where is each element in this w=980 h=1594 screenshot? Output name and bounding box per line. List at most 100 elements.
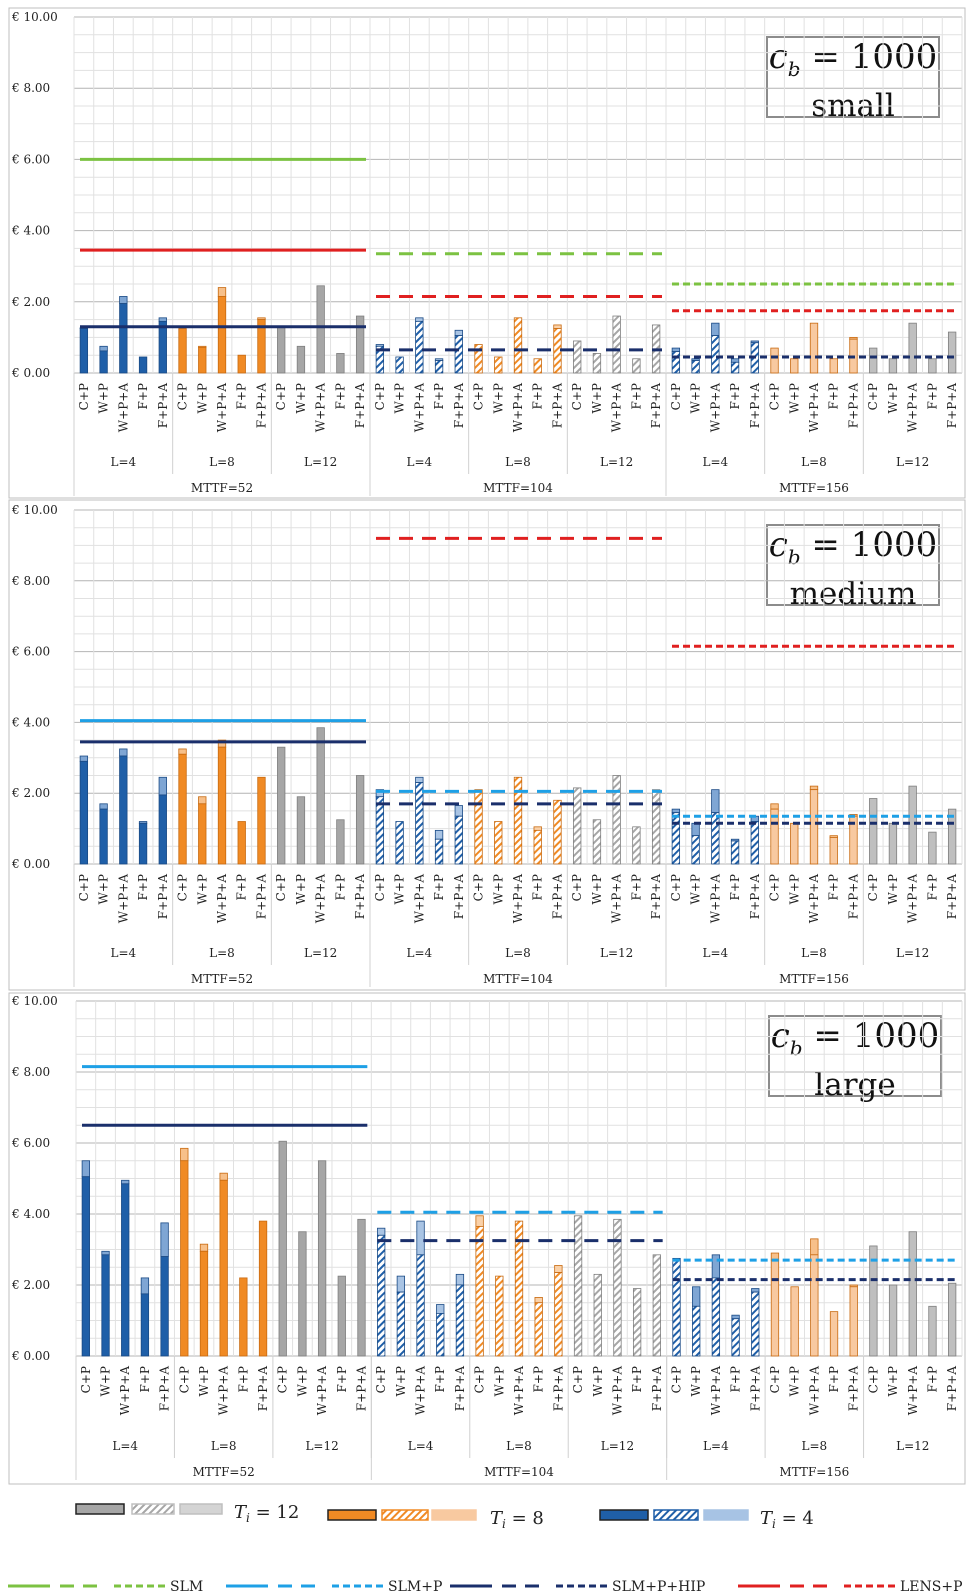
config-tick-label: W+P (787, 874, 801, 904)
config-tick-label: F+P+A (550, 874, 564, 920)
l-group-label: L=4 (702, 455, 728, 469)
bar (888, 1284, 898, 1357)
bar (395, 356, 404, 374)
bar (730, 840, 740, 865)
config-tick-label: W+P (195, 874, 209, 904)
config-tick-label: F+P (136, 383, 150, 409)
bar (219, 1179, 228, 1357)
config-tick-label: F+P (335, 1366, 349, 1392)
config-tick-label: F+P (925, 383, 939, 409)
config-tick-label: W+P+A (511, 383, 525, 433)
config-tick-label: F+P+A (156, 383, 170, 429)
config-tick-label: W+P (689, 1366, 703, 1396)
bar (692, 1305, 701, 1357)
l-group-label: L=4 (406, 946, 432, 960)
mttf-group-label: MTTF=52 (193, 1465, 255, 1479)
config-tick-label: C+P (570, 874, 584, 901)
config-tick-label: F+P+A (649, 874, 663, 920)
bar (257, 319, 266, 374)
config-tick-label: C+P (79, 1366, 93, 1393)
config-tick-label: C+P (274, 874, 288, 901)
legend-lensp-label: LENS+P (900, 1579, 963, 1594)
bar (377, 1234, 386, 1357)
bar (138, 822, 148, 865)
config-tick-label: F+P (236, 1366, 250, 1392)
bar-top-segment (415, 317, 424, 322)
l-group-label: L=4 (112, 1439, 138, 1453)
config-tick-label: W+P+A (414, 1366, 428, 1416)
bar (554, 1272, 563, 1357)
config-tick-label: F+P (531, 874, 545, 900)
bar (612, 775, 621, 865)
grid-layer (8, 7, 966, 1485)
l-group-label: L=4 (406, 455, 432, 469)
config-tick-label: F+P+A (748, 1366, 762, 1412)
y-tick-label: € 0.00 (11, 366, 50, 380)
bar-top-segment (533, 826, 542, 831)
config-tick-label: W+P+A (315, 1366, 329, 1416)
bar (770, 347, 779, 374)
bar-top-segment (180, 1147, 189, 1162)
mttf-group-label: MTTF=104 (483, 481, 553, 495)
config-tick-label: F+P (532, 1366, 546, 1392)
config-tick-label: W+P (97, 383, 111, 413)
y-tick-label: € 0.00 (11, 857, 50, 871)
l-group-label: L=12 (896, 1439, 929, 1453)
legend-ti12-hatched (131, 1503, 175, 1515)
l-group-label: L=4 (110, 946, 136, 960)
bar-top-segment (711, 789, 720, 814)
config-tick-label: W+P (197, 1366, 211, 1396)
bar (593, 1273, 602, 1357)
config-tick-label: W+P+A (610, 874, 624, 924)
config-tick-label: F+P (333, 383, 347, 409)
bar-top-segment (121, 1179, 130, 1185)
config-tick-label: F+P+A (945, 1366, 959, 1412)
l-group-label: L=8 (211, 1439, 237, 1453)
cb-label: cb = 1000 (768, 37, 938, 81)
config-tick-label: W+P (294, 383, 308, 413)
legend-slmp-label: SLM+P (388, 1579, 442, 1594)
mttf-group-label: MTTF=156 (779, 481, 849, 495)
bar (357, 1218, 366, 1357)
config-tick-label: F+P (925, 874, 939, 900)
config-tick-label: W+P (394, 1366, 408, 1396)
legend-ti8-label: Ti = 8 (490, 1508, 544, 1531)
y-tick-label: € 6.00 (11, 645, 50, 659)
bar (612, 315, 621, 374)
config-tick-label: W+P+A (807, 383, 821, 433)
bar (121, 1183, 130, 1357)
config-tick-label: C+P (77, 383, 91, 410)
y-tick-label: € 8.00 (11, 81, 50, 95)
config-tick-label: F+P+A (354, 1366, 368, 1412)
bar-top-segment (711, 322, 720, 337)
bar-top-segment (219, 1172, 228, 1181)
config-tick-label: C+P (670, 1366, 684, 1393)
y-tick-label: € 10.00 (11, 994, 58, 1008)
legend-slm-label: SLM (170, 1579, 203, 1594)
bar (534, 1302, 543, 1357)
bar-top-segment (396, 1275, 406, 1293)
bar (809, 322, 819, 374)
config-tick-label: W+P (294, 874, 308, 904)
config-tick-label: F+P (827, 1366, 841, 1392)
bar (138, 356, 148, 374)
config-tick-label: W+P+A (610, 383, 624, 433)
bar (474, 789, 483, 865)
y-tick-label: € 2.00 (11, 1278, 50, 1292)
bar (375, 796, 385, 865)
config-tick-label: F+P+A (649, 383, 663, 429)
bar (79, 328, 89, 374)
config-tick-label: W+P+A (709, 1366, 723, 1416)
y-tick-label: € 4.00 (11, 224, 50, 238)
config-tick-label: F+P+A (452, 383, 466, 429)
legend-ti4-light (703, 1509, 749, 1521)
config-tick-label: W+P (393, 383, 407, 413)
config-tick-label: W+P+A (807, 1366, 821, 1416)
config-tick-label: W+P (195, 383, 209, 413)
config-tick-label: W+P (295, 1366, 309, 1396)
panel-title-large: cb = 1000 large (768, 1015, 942, 1103)
legend-slmphip-label: SLM+P+HIP (612, 1579, 705, 1594)
config-tick-label: F+P+A (748, 874, 762, 920)
config-tick-label: W+P+A (610, 1366, 624, 1416)
config-tick-label: W+P (886, 874, 900, 904)
